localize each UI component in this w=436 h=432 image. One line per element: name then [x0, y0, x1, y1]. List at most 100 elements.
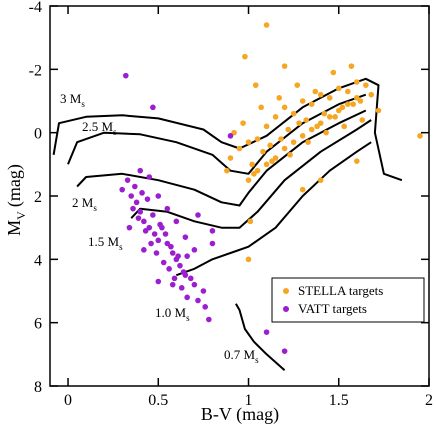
data-point	[375, 107, 382, 114]
data-point	[245, 139, 252, 145]
data-point	[281, 145, 288, 152]
data-point	[305, 139, 311, 145]
data-point	[236, 145, 243, 152]
track-label-sub: s	[255, 355, 259, 365]
x-tick-label: 0.5	[148, 392, 168, 409]
legend-marker	[283, 306, 289, 312]
data-point	[169, 250, 176, 256]
data-point	[240, 120, 246, 126]
data-point	[287, 152, 293, 158]
data-point	[272, 114, 279, 120]
y-tick-label: 8	[34, 379, 42, 396]
data-point	[164, 205, 171, 212]
data-point	[151, 231, 158, 237]
data-point	[144, 196, 151, 202]
data-point	[231, 129, 237, 136]
track-label: 3 Ms	[60, 91, 85, 109]
data-point	[168, 243, 174, 250]
data-point	[281, 63, 288, 69]
data-point	[137, 167, 144, 174]
data-point	[139, 190, 145, 196]
plot-frame	[49, 5, 430, 387]
data-point	[209, 240, 216, 247]
legend-label: STELLA targets	[298, 283, 383, 298]
data-point	[332, 114, 338, 120]
track-label-main: 2.5 M	[82, 119, 114, 134]
legend-label: VATT targets	[298, 301, 367, 316]
data-point	[128, 193, 135, 199]
data-point	[272, 155, 279, 161]
data-point	[184, 294, 190, 301]
data-point	[314, 123, 320, 130]
data-point	[164, 240, 171, 247]
data-point	[182, 234, 189, 240]
data-point	[153, 250, 160, 256]
x-tick-label: 0	[64, 392, 72, 409]
data-point	[187, 275, 194, 282]
data-point	[321, 110, 328, 117]
data-point	[278, 136, 284, 142]
data-point	[133, 199, 140, 206]
data-point	[160, 259, 167, 266]
data-point	[344, 101, 351, 107]
data-point	[417, 133, 423, 139]
data-point	[148, 240, 154, 247]
data-point	[242, 53, 248, 60]
track-label: 2 Ms	[72, 195, 97, 213]
data-point	[249, 161, 255, 168]
data-point	[260, 148, 266, 155]
data-point	[341, 123, 347, 130]
data-point	[299, 98, 306, 104]
data-point	[123, 72, 129, 79]
data-point	[317, 177, 324, 183]
data-point	[162, 231, 169, 237]
data-point	[155, 193, 162, 199]
data-point	[119, 186, 125, 193]
data-point	[191, 281, 198, 288]
data-point	[206, 316, 212, 323]
data-point	[269, 158, 275, 164]
legend-box	[271, 277, 425, 323]
data-point	[326, 114, 333, 120]
data-point	[344, 88, 351, 95]
y-tick-label: 6	[34, 316, 42, 333]
data-point	[180, 269, 187, 275]
data-point	[263, 329, 270, 335]
data-point	[339, 104, 346, 111]
data-point	[124, 177, 131, 183]
data-point	[263, 22, 270, 28]
track-label: 1.0 Ms	[155, 305, 190, 323]
track-label-main: 0.7 M	[224, 347, 256, 362]
track-label-sub: s	[81, 99, 85, 109]
data-point	[195, 297, 201, 304]
data-point	[294, 82, 301, 88]
data-point	[141, 247, 147, 253]
data-point	[359, 117, 366, 123]
data-point	[245, 256, 252, 263]
data-point	[171, 275, 178, 282]
data-point	[368, 91, 375, 98]
data-point	[191, 247, 198, 253]
x-tick-label: 1	[245, 392, 253, 409]
data-point	[335, 85, 342, 92]
track-label-main: 2 M	[72, 195, 94, 210]
data-point	[326, 95, 333, 101]
data-point	[308, 126, 315, 133]
evolutionary-track	[76, 109, 367, 207]
evolutionary-track	[175, 141, 372, 277]
data-point	[263, 161, 270, 168]
track-label: 1.5 Ms	[88, 234, 123, 252]
data-point	[247, 218, 254, 225]
data-point	[135, 215, 142, 221]
data-point	[357, 98, 364, 104]
y-axis-label: MV (mag)	[4, 164, 28, 236]
data-point	[251, 171, 257, 177]
track-label-main: 1.0 M	[155, 305, 187, 320]
track-label-main: 3 M	[60, 91, 82, 106]
data-point	[157, 221, 163, 228]
data-point	[299, 186, 306, 193]
data-point	[330, 69, 337, 76]
data-point	[137, 209, 144, 215]
data-point	[184, 253, 190, 259]
track-label: 2.5 Ms	[82, 119, 117, 137]
